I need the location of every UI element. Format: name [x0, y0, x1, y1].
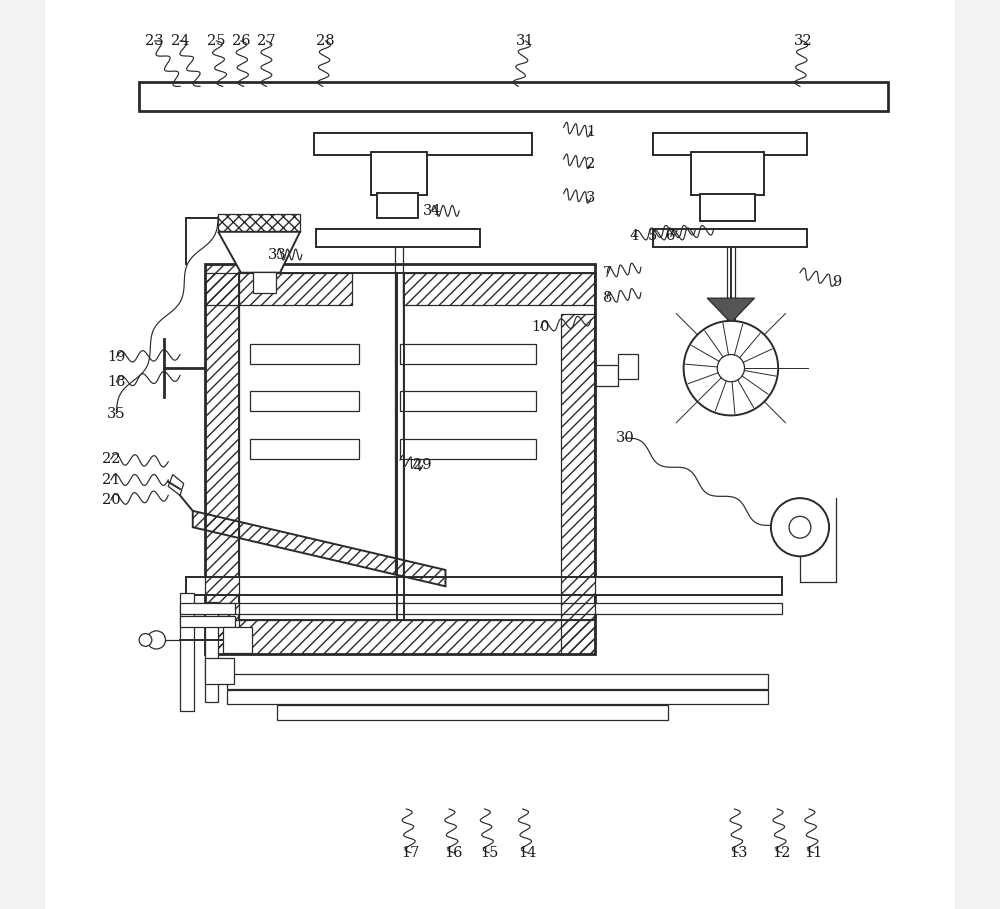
- Text: 13: 13: [729, 845, 747, 860]
- Text: 4: 4: [630, 229, 639, 244]
- Bar: [205, 658, 234, 684]
- Text: 20: 20: [102, 493, 120, 507]
- Text: 10: 10: [532, 320, 550, 335]
- Text: 23: 23: [145, 34, 164, 48]
- Bar: [180, 616, 235, 627]
- Bar: [653, 133, 807, 155]
- Bar: [314, 133, 532, 155]
- Bar: [253, 272, 276, 293]
- Text: 30: 30: [616, 431, 635, 445]
- Text: 5: 5: [648, 229, 657, 244]
- Bar: [403, 273, 595, 305]
- Bar: [371, 152, 427, 195]
- Text: 7: 7: [603, 265, 612, 280]
- Bar: [250, 344, 359, 364]
- Bar: [250, 391, 359, 411]
- Text: 24: 24: [171, 34, 189, 48]
- Bar: [377, 193, 418, 218]
- Bar: [205, 264, 595, 654]
- Polygon shape: [218, 232, 300, 273]
- Text: 11: 11: [804, 845, 823, 860]
- Bar: [205, 602, 218, 702]
- Circle shape: [771, 498, 829, 556]
- Text: 6: 6: [666, 229, 676, 244]
- Bar: [691, 152, 764, 195]
- Bar: [561, 314, 595, 654]
- Text: 15: 15: [480, 845, 498, 860]
- Text: 12: 12: [773, 845, 791, 860]
- Bar: [700, 194, 755, 221]
- Text: 21: 21: [102, 473, 120, 487]
- Bar: [180, 593, 194, 711]
- Text: 18: 18: [107, 375, 126, 389]
- Polygon shape: [707, 298, 755, 323]
- Bar: [277, 705, 668, 720]
- Text: 3: 3: [586, 191, 596, 205]
- Text: 29: 29: [413, 458, 432, 473]
- Text: 22: 22: [102, 452, 120, 466]
- Bar: [164, 77, 868, 832]
- Bar: [218, 214, 300, 232]
- Circle shape: [717, 355, 745, 382]
- Bar: [186, 577, 782, 595]
- Bar: [618, 354, 638, 379]
- Text: 32: 32: [793, 34, 812, 48]
- Text: 9: 9: [832, 275, 841, 289]
- Bar: [223, 627, 252, 653]
- Bar: [205, 273, 352, 305]
- Text: 27: 27: [257, 34, 276, 48]
- Text: 17: 17: [402, 845, 420, 860]
- Circle shape: [789, 516, 811, 538]
- Text: 2: 2: [586, 156, 596, 171]
- Text: 31: 31: [516, 34, 535, 48]
- Text: 1: 1: [586, 125, 595, 139]
- Circle shape: [684, 321, 778, 415]
- Bar: [186, 603, 782, 614]
- Circle shape: [147, 631, 165, 649]
- Bar: [400, 391, 536, 411]
- Bar: [205, 264, 239, 654]
- Bar: [653, 229, 807, 247]
- Text: 33: 33: [268, 247, 287, 262]
- Text: 8: 8: [603, 291, 612, 305]
- Bar: [227, 690, 768, 704]
- Bar: [227, 674, 768, 689]
- Bar: [316, 229, 480, 247]
- Text: 16: 16: [444, 845, 463, 860]
- Text: 14: 14: [518, 845, 536, 860]
- Bar: [180, 603, 235, 614]
- Bar: [400, 439, 536, 459]
- Bar: [400, 344, 536, 364]
- Bar: [139, 82, 888, 111]
- Bar: [205, 620, 595, 654]
- Text: 26: 26: [232, 34, 250, 48]
- Circle shape: [139, 634, 152, 646]
- Bar: [250, 439, 359, 459]
- Text: 25: 25: [207, 34, 226, 48]
- Text: 28: 28: [316, 34, 335, 48]
- Text: 35: 35: [107, 406, 126, 421]
- Text: 34: 34: [423, 204, 441, 218]
- Text: 19: 19: [107, 350, 126, 365]
